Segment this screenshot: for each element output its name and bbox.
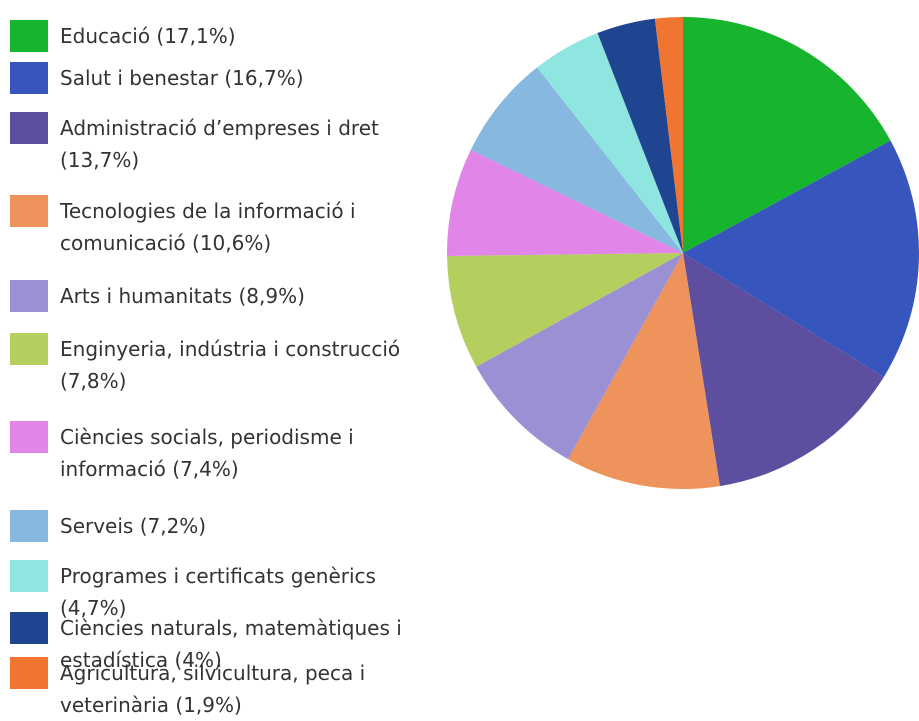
legend-swatch	[10, 62, 48, 94]
pie-slice	[537, 33, 683, 253]
legend-label: Administració d’empreses i dret (13,7%)	[60, 116, 379, 172]
pie-slice	[447, 253, 683, 367]
legend-label: Salut i benestar (16,7%)	[60, 66, 304, 90]
legend-swatch	[10, 510, 48, 542]
legend-swatch	[10, 560, 48, 592]
legend-swatch	[10, 657, 48, 689]
legend-swatch	[10, 421, 48, 453]
legend-label: Programes i certificats genèrics (4,7%)	[60, 564, 376, 620]
legend-label: Tecnologies de la informació i comunicac…	[60, 199, 356, 255]
legend-label: Serveis (7,2%)	[60, 514, 207, 538]
legend-label: Educació (17,1%)	[60, 24, 236, 48]
pie-slice	[470, 67, 683, 253]
pie-slice	[683, 140, 919, 377]
legend-label: Ciències socials, periodisme i informaci…	[60, 425, 354, 481]
page: Educació (17,1%) Salut i benestar (16,7%)…	[10, 17, 919, 717]
pie-slice	[683, 253, 884, 487]
pie-slice	[568, 253, 720, 489]
legend-swatch	[10, 280, 48, 312]
legend-label: Arts i humanitats (8,9%)	[60, 284, 305, 308]
pie-slice	[683, 17, 891, 253]
pie-slice	[597, 18, 683, 254]
legend-label: Ciències naturals, matemàtiques i estadí…	[60, 616, 402, 672]
legend-swatch	[10, 195, 48, 227]
legend-swatch	[10, 333, 48, 365]
chart	[447, 17, 919, 489]
legend-swatch	[10, 20, 48, 52]
pie-slice	[476, 253, 683, 460]
pie-slice	[654, 17, 683, 253]
legend-swatch	[10, 112, 48, 144]
legend-swatch	[10, 612, 48, 644]
pie-slice	[447, 149, 683, 256]
legend-label: Enginyeria, indústria i construcció (7,8…	[60, 337, 401, 393]
legend-label: Agricultura, silvicultura, peca i veteri…	[60, 661, 366, 717]
